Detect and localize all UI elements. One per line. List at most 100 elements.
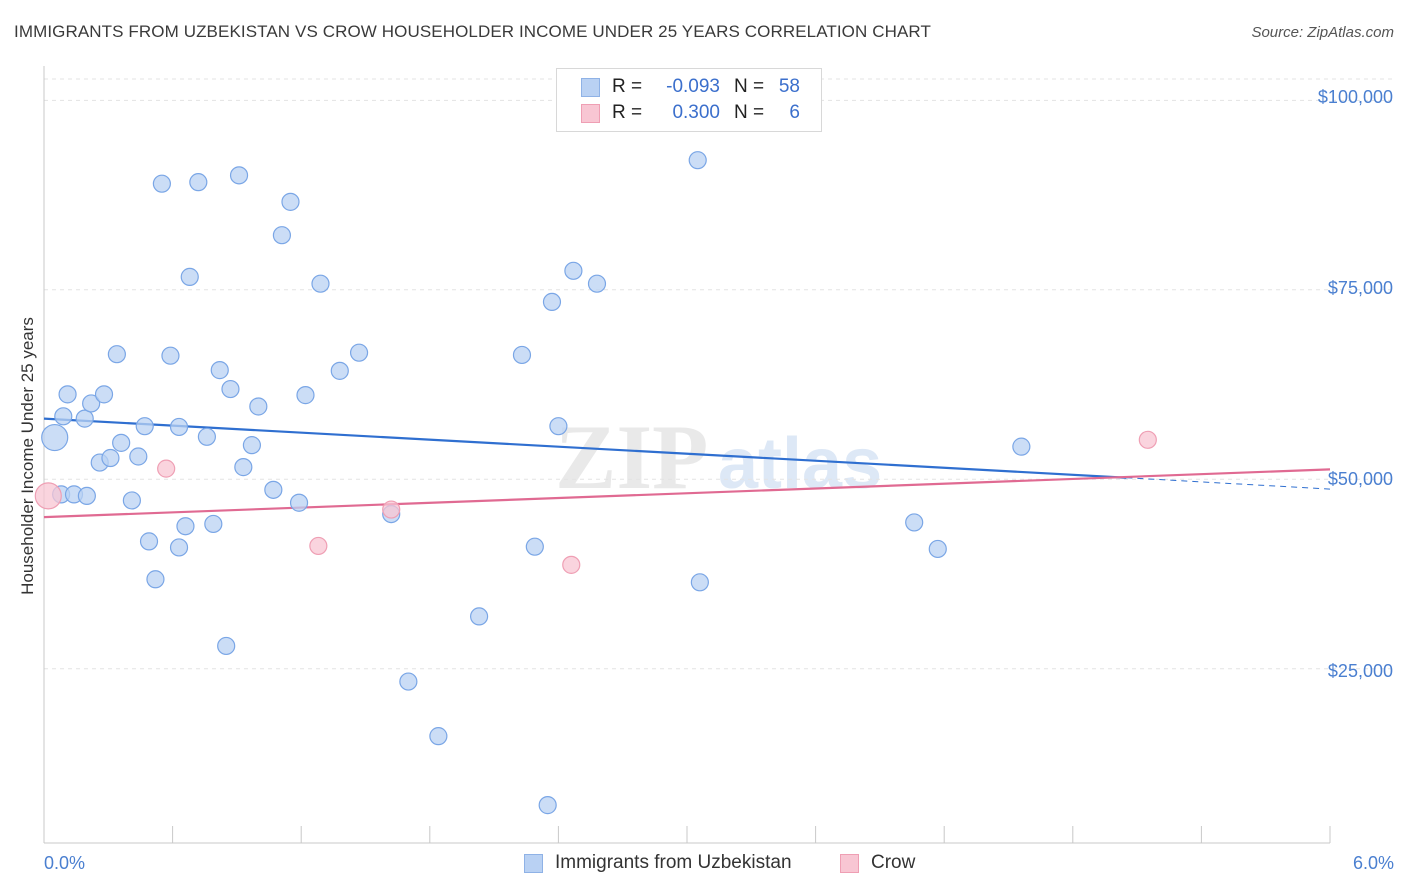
data-point-uzbekistan (112, 433, 131, 452)
legend-label-uzbekistan: Immigrants from Uzbekistan (555, 852, 792, 873)
legend-r-value: -0.093 (666, 76, 720, 97)
data-point-uzbekistan (101, 448, 120, 468)
trend-line-0 (43, 417, 1127, 479)
y-tick-label-75k: $75,000 (1328, 278, 1393, 298)
data-point-uzbekistan (135, 417, 154, 436)
data-point-uzbekistan (161, 346, 180, 365)
legend-item-crow: Crow (840, 852, 915, 874)
data-point-uzbekistan (234, 458, 253, 477)
data-point-crow (157, 459, 176, 478)
data-point-uzbekistan (229, 166, 249, 185)
data-point-uzbekistan (564, 261, 583, 280)
data-point-uzbekistan (197, 427, 216, 446)
trend-line-ext-0 (1126, 477, 1331, 490)
data-point-uzbekistan (399, 672, 418, 691)
series-legend: Immigrants from Uzbekistan Crow (0, 852, 1406, 878)
data-point-uzbekistan (905, 513, 924, 532)
data-point-uzbekistan (139, 532, 159, 551)
data-point-uzbekistan (82, 394, 101, 413)
axis-labels: Householder Income Under 25 years 0.0% 6… (18, 87, 1394, 873)
trend-line-1 (43, 468, 1331, 519)
watermark-zip: ZIP (555, 406, 708, 508)
data-point-uzbekistan (525, 537, 544, 556)
legend-r-label: R = (612, 76, 643, 97)
x-tick-label-min: 0.0% (44, 853, 85, 873)
data-point-uzbekistan (146, 570, 165, 589)
data-point-uzbekistan (54, 407, 73, 426)
data-point-uzbekistan (122, 491, 141, 510)
x-tick-label-max: 6.0% (1353, 853, 1394, 873)
data-point-crow (562, 555, 581, 574)
legend-n-label: N = (734, 76, 765, 97)
data-point-uzbekistan (176, 517, 195, 536)
data-point-uzbekistan (429, 727, 448, 746)
stats-legend: R = -0.093 N = 58 R = 0.300 N = 6 (556, 68, 822, 132)
data-point-uzbekistan (542, 292, 562, 311)
data-point-uzbekistan (349, 343, 369, 362)
y-tick-label-25k: $25,000 (1328, 661, 1393, 681)
data-point-uzbekistan (77, 486, 96, 506)
data-point-uzbekistan (296, 386, 315, 405)
trend-lines (43, 417, 1331, 519)
data-point-uzbekistan (272, 226, 292, 245)
chart-title: IMMIGRANTS FROM UZBEKISTAN VS CROW HOUSE… (14, 22, 931, 41)
data-point-uzbekistan (1012, 437, 1031, 456)
data-point-uzbekistan (690, 573, 709, 592)
legend-label-crow: Crow (871, 852, 916, 873)
grid-lines (44, 78, 1394, 670)
data-point-uzbekistan (75, 409, 94, 428)
data-point-uzbekistan (281, 192, 300, 211)
y-axis-title: Householder Income Under 25 years (18, 317, 37, 595)
data-point-uzbekistan (330, 361, 349, 380)
data-point-uzbekistan (928, 539, 947, 559)
data-point-uzbekistan (180, 267, 199, 286)
y-tick-label-100k: $100,000 (1318, 87, 1393, 107)
data-point-crow (34, 482, 62, 510)
data-point-uzbekistan (311, 274, 330, 293)
data-points (34, 151, 1157, 815)
data-point-uzbekistan (107, 345, 126, 364)
legend-n-value: 58 (778, 76, 800, 97)
data-point-uzbekistan (169, 538, 189, 557)
legend-swatch-crow (581, 103, 600, 123)
legend-swatch-uzbekistan (524, 853, 543, 873)
data-point-uzbekistan (538, 796, 557, 815)
source-label: Source: ZipAtlas.com (1251, 24, 1394, 41)
legend-n-value: 6 (789, 102, 800, 123)
data-point-uzbekistan (204, 514, 223, 534)
data-point-crow (382, 500, 401, 519)
legend-n-label: N = (734, 102, 765, 123)
legend-r-label: R = (612, 102, 643, 123)
data-point-uzbekistan (58, 385, 77, 404)
data-point-uzbekistan (249, 397, 268, 416)
legend-row-crow: R = 0.300 N = 6 (581, 100, 800, 126)
data-point-uzbekistan (512, 345, 532, 365)
legend-swatch-uzbekistan (581, 77, 600, 97)
legend-swatch-crow (840, 853, 859, 873)
data-point-uzbekistan (264, 480, 283, 499)
data-point-uzbekistan (587, 274, 607, 293)
data-point-uzbekistan (129, 447, 148, 466)
data-point-uzbekistan (94, 385, 114, 404)
watermark: ZIP atlas (555, 406, 882, 508)
data-point-uzbekistan (221, 379, 240, 399)
data-point-uzbekistan (242, 436, 262, 455)
data-point-uzbekistan (210, 361, 229, 380)
data-point-uzbekistan (152, 174, 171, 193)
data-point-uzbekistan (549, 417, 568, 436)
data-point-uzbekistan (217, 636, 236, 656)
axes (43, 66, 1331, 844)
data-point-crow (1138, 430, 1157, 449)
data-point-uzbekistan (469, 607, 489, 626)
data-point-uzbekistan (169, 417, 189, 437)
legend-r-value: 0.300 (672, 102, 720, 123)
legend-item-uzbekistan: Immigrants from Uzbekistan (524, 852, 792, 874)
legend-row-uzbekistan: R = -0.093 N = 58 (581, 74, 800, 100)
data-point-uzbekistan (688, 151, 707, 170)
data-point-uzbekistan (289, 493, 309, 512)
data-point-uzbekistan (41, 423, 69, 452)
data-point-crow (309, 536, 328, 556)
y-tick-label-50k: $50,000 (1328, 469, 1393, 489)
data-point-uzbekistan (189, 173, 208, 192)
